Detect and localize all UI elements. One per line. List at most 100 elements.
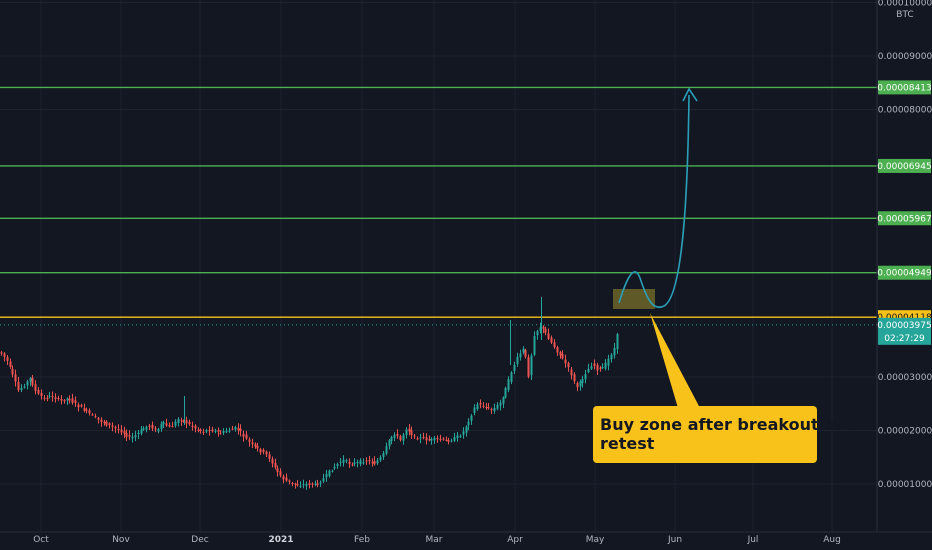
candle-body [336, 464, 339, 466]
candle-body [20, 387, 23, 391]
candle-body [88, 410, 91, 414]
candle-body [60, 398, 63, 401]
candle-body [576, 383, 579, 388]
candle-body [279, 471, 282, 476]
candle-body [339, 461, 342, 463]
resistance-price-label: 0.00006945 [877, 162, 931, 172]
candle-body [299, 485, 302, 487]
candle-body [211, 429, 214, 432]
candle-body [490, 409, 493, 411]
candle-body [54, 397, 57, 399]
candle-body [496, 404, 499, 409]
time-tick-label: Apr [507, 535, 523, 545]
candle-body [616, 333, 619, 350]
candle-body [584, 374, 587, 380]
candle-body [120, 429, 123, 433]
time-tick-label: Mar [426, 535, 443, 545]
candle-body [467, 421, 470, 426]
candle-body [593, 363, 596, 366]
candle-body [117, 428, 120, 430]
candle-body [248, 439, 251, 442]
price-tick-label: 0.00008000 [878, 106, 932, 116]
candle-body [333, 466, 336, 469]
price-tick-label: 0.00003000 [878, 373, 932, 383]
time-tick-label: May [586, 535, 605, 545]
candle-body [265, 451, 268, 455]
candle-body [396, 433, 399, 436]
candle-body [294, 483, 297, 485]
candle-body [151, 424, 154, 429]
candle-body [590, 366, 593, 369]
candle-body [390, 437, 393, 441]
candle-body [128, 435, 131, 437]
candle-body [513, 364, 516, 371]
candle-body [325, 473, 328, 478]
candle-body [14, 374, 17, 382]
candle-body [17, 381, 20, 391]
candle-body [80, 405, 83, 407]
time-tick-label: Nov [112, 535, 130, 545]
candle-body [242, 433, 245, 437]
candle-body [217, 429, 220, 432]
candle-body [271, 458, 274, 464]
candle-body [456, 435, 459, 439]
candle-body [282, 476, 285, 480]
projection-path [618, 94, 690, 309]
candle-body [125, 433, 128, 437]
countdown-label: 02:27:29 [884, 334, 925, 344]
last-price-label: 0.00003975 [877, 321, 931, 331]
candle-body [34, 384, 37, 391]
candle-body [74, 400, 77, 404]
candle-body [504, 388, 507, 398]
candle-body [408, 428, 411, 432]
candle-body [105, 421, 108, 426]
candle-body [533, 335, 536, 355]
candle-body [476, 404, 479, 410]
candle-body [428, 439, 431, 441]
candle-body [268, 454, 271, 459]
candle-body [108, 423, 111, 426]
candle-body [191, 425, 194, 427]
candle-body [162, 422, 165, 425]
candle-body [231, 428, 234, 430]
projection-arrow-icon [682, 87, 698, 102]
candle-body [345, 460, 348, 462]
candle-body [382, 453, 385, 457]
candle-body [376, 460, 379, 464]
candle-body [305, 484, 308, 486]
candle-body [596, 364, 599, 371]
candle-body [610, 354, 613, 360]
candle-body [371, 462, 374, 464]
time-axis[interactable]: Oct Nov Dec 2021 Feb Mar Apr May Jun Jul Aug [33, 535, 841, 545]
candle-body [239, 428, 242, 432]
candle-body [222, 431, 225, 433]
candle-body [256, 445, 259, 449]
candle-body [487, 407, 490, 409]
resistance-price-label: 0.00005967 [877, 214, 931, 224]
resistance-price-badge [878, 80, 931, 95]
time-tick-label: Dec [191, 535, 208, 545]
candle-body [103, 421, 106, 424]
candle-body [302, 484, 305, 486]
candle-body [547, 333, 550, 339]
candle-body [573, 374, 576, 382]
currency-label: BTC [896, 10, 913, 20]
buy-zone-box [613, 289, 655, 309]
candle-body [410, 430, 413, 436]
candle-body [388, 440, 391, 447]
candle-body [100, 419, 103, 422]
candle-body [542, 326, 545, 329]
candle-body [225, 431, 228, 433]
candle-body [416, 438, 419, 440]
candle-body [171, 426, 174, 428]
candle-body [296, 484, 299, 486]
candle-body [214, 430, 217, 432]
candle-body [385, 446, 388, 454]
candle-body [502, 397, 505, 404]
candle-body [322, 478, 325, 482]
candle-body [11, 368, 14, 375]
candle-body [51, 395, 54, 397]
